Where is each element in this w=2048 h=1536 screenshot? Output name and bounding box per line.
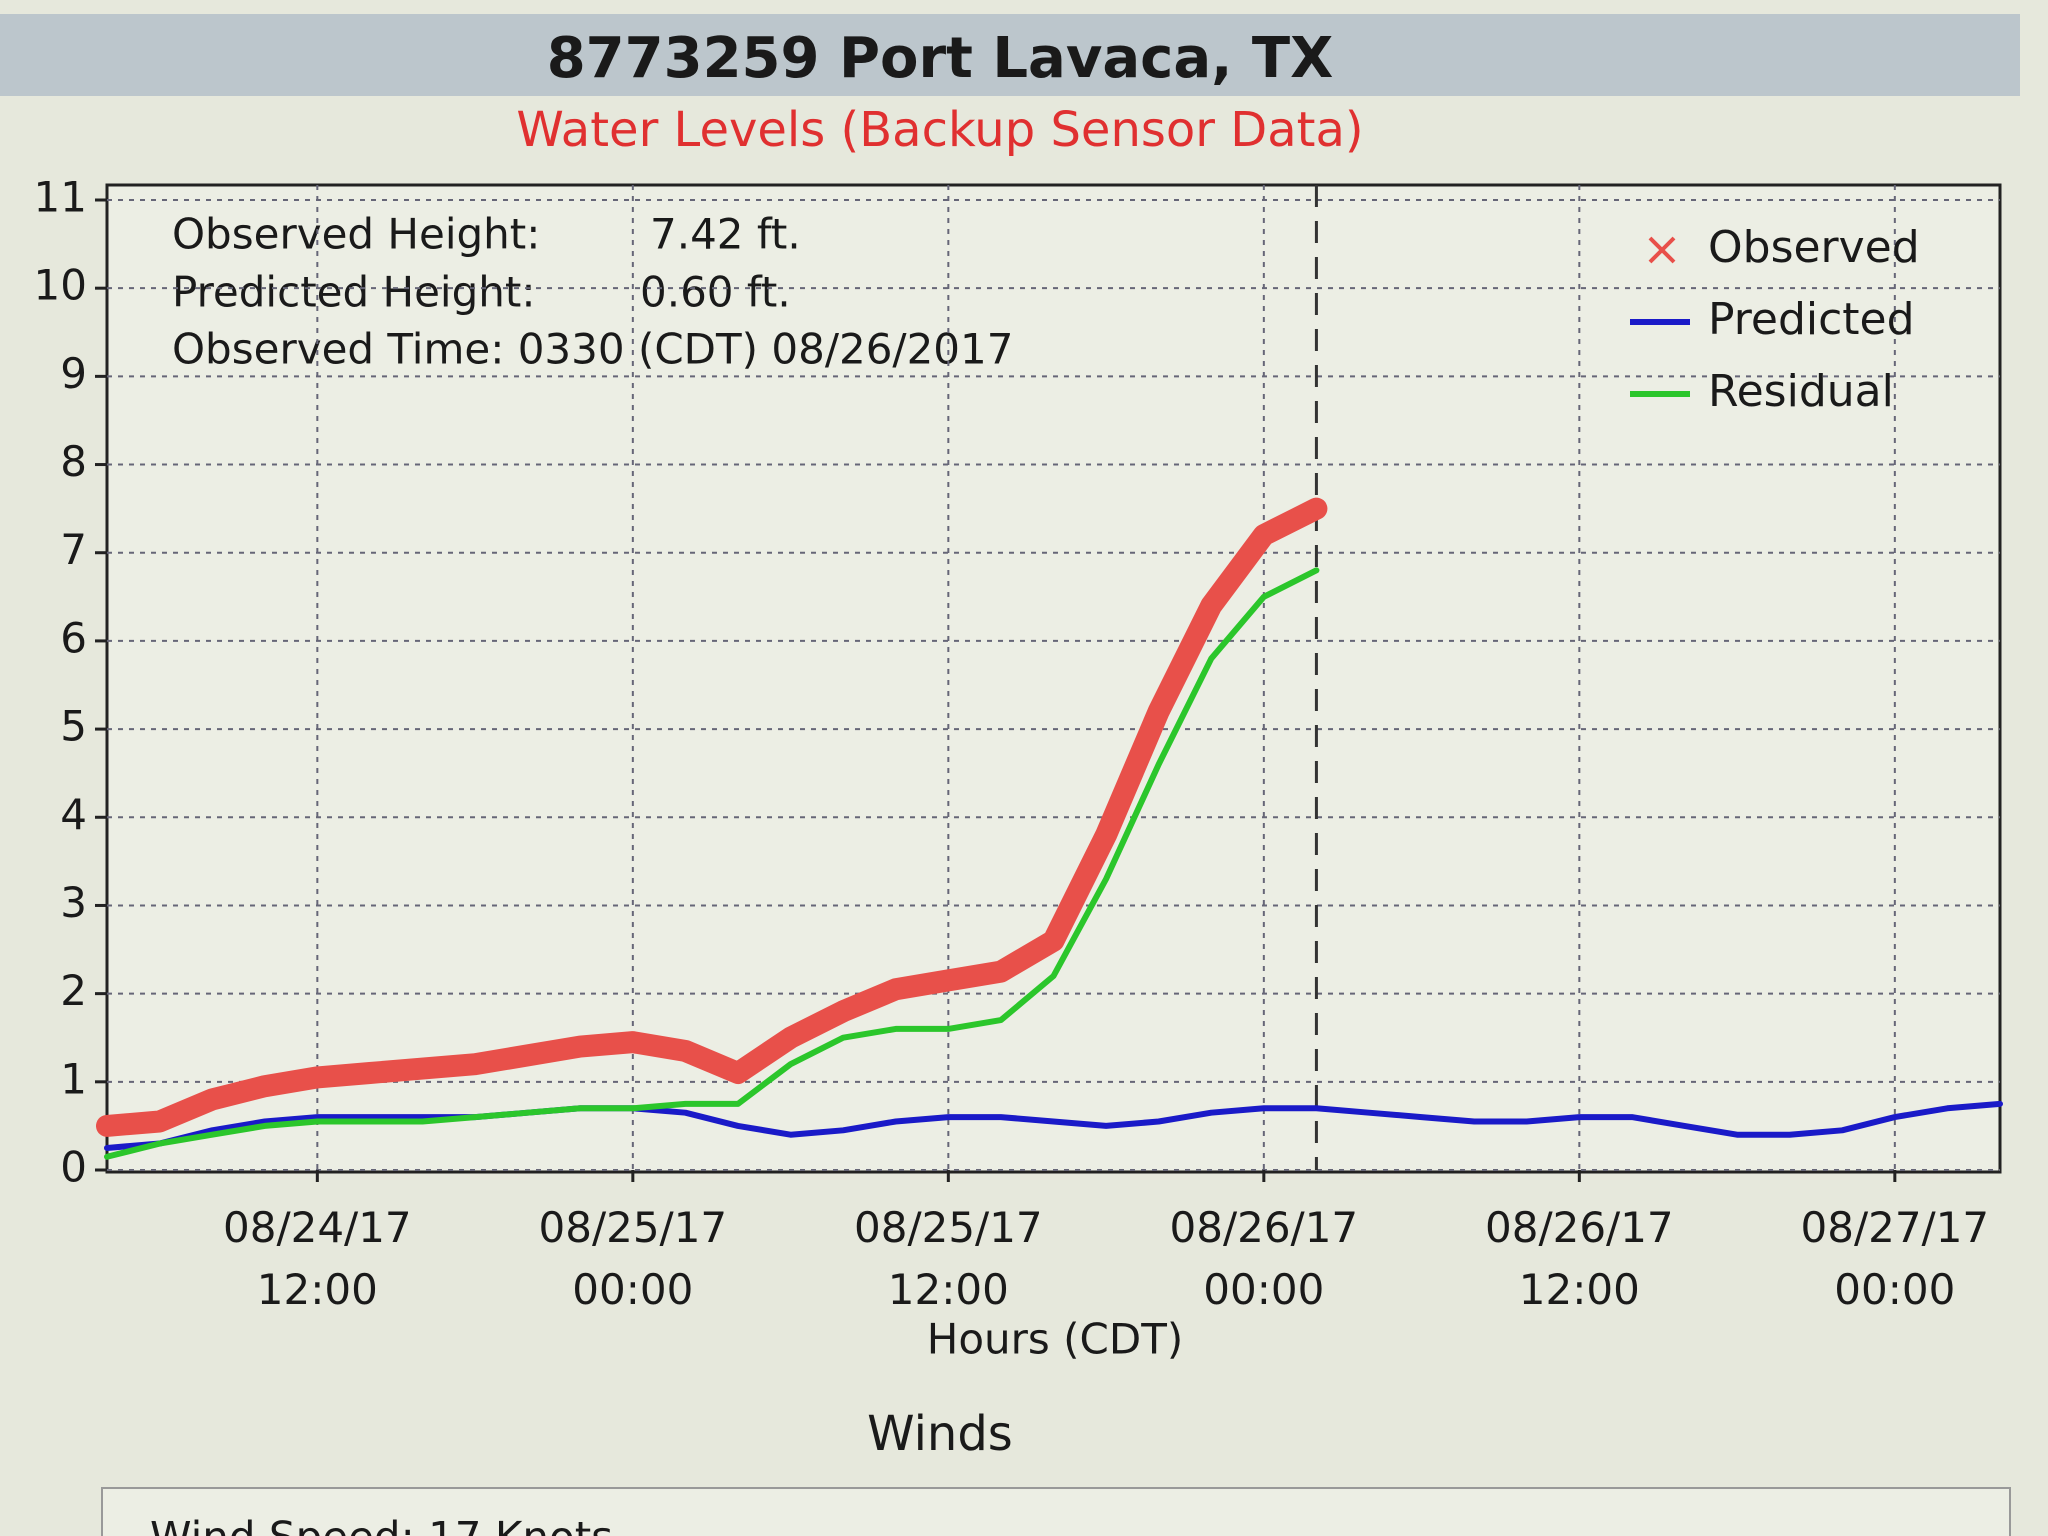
winds-text: Wind Speed: 17 Knots: [150, 1513, 613, 1536]
annotation: Observed Time: 0330 (CDT) 08/26/2017: [172, 325, 1013, 374]
y-tick-label: 8: [60, 437, 87, 486]
annotation: 0.60 ft.: [640, 268, 791, 317]
legend-label: Observed: [1708, 222, 1920, 273]
chart-title: 8773259 Port Lavaca, TX: [547, 26, 1334, 91]
series-line: [104, 567, 1320, 1160]
y-tick-label: 2: [60, 966, 87, 1015]
x-axis-label: Hours (CDT): [927, 1315, 1184, 1364]
annotation: 7.42 ft.: [650, 210, 801, 259]
y-tick-label: 10: [34, 261, 87, 310]
y-tick-label: 6: [60, 613, 87, 662]
y-tick-label: 5: [60, 702, 87, 751]
chart-subtitle: Water Levels (Backup Sensor Data): [516, 102, 1363, 158]
series-line: [104, 1100, 2003, 1151]
x-tick-label: 08/26/17 00:00: [1170, 1203, 1359, 1314]
y-tick-label: 9: [60, 349, 87, 398]
x-tick-label: 08/24/17 12:00: [223, 1203, 412, 1314]
legend-marker: [1648, 236, 1676, 264]
winds-panel: [101, 1487, 2011, 1536]
title-bar: [0, 14, 2020, 96]
y-tick-label: 3: [60, 878, 87, 927]
x-tick-label: 08/25/17 12:00: [854, 1203, 1043, 1314]
x-tick-label: 08/26/17 12:00: [1485, 1203, 1674, 1314]
plot-area: [105, 183, 2002, 1174]
annotation: Predicted Height:: [172, 268, 536, 317]
x-tick-label: 08/27/17 00:00: [1801, 1203, 1990, 1314]
legend-label: Residual: [1708, 366, 1894, 417]
legend-label: Predicted: [1708, 294, 1915, 345]
winds-title: Winds: [867, 1406, 1013, 1462]
y-tick-label: 1: [60, 1054, 87, 1103]
series-line: [96, 497, 1328, 1137]
y-tick-label: 7: [60, 525, 87, 574]
y-tick-label: 4: [60, 790, 87, 839]
x-tick-label: 08/25/17 00:00: [539, 1203, 728, 1314]
y-tick-label: 0: [60, 1143, 87, 1192]
annotation: Observed Height:: [172, 210, 540, 259]
y-tick-label: 11: [34, 173, 87, 222]
